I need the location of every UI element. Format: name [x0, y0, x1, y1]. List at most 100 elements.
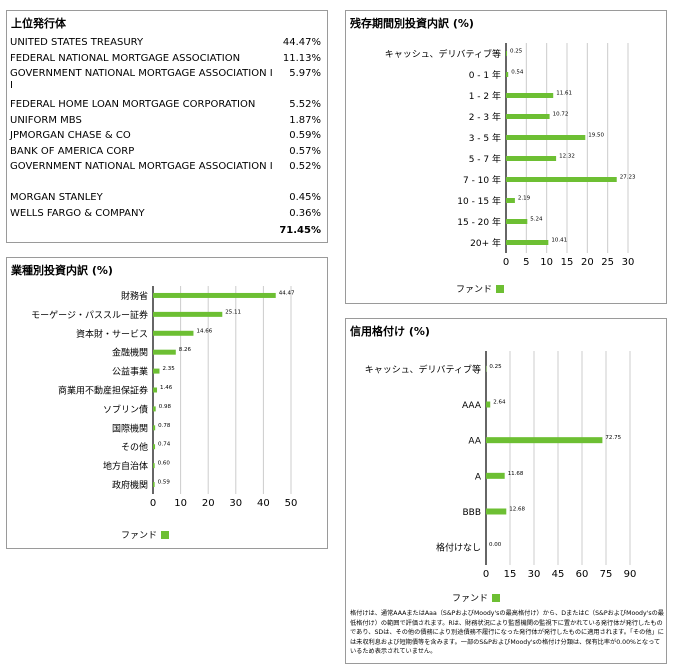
bar [153, 292, 276, 298]
category-label: 3 - 5 年 [469, 132, 501, 144]
category-label: 資本財・サービス [76, 328, 148, 340]
x-tick-label: 75 [600, 569, 613, 580]
maturity-legend-label: ファンド [456, 285, 493, 295]
bar [506, 135, 586, 140]
bar [506, 93, 554, 98]
category-label: 7 - 10 年 [463, 174, 501, 186]
x-tick-label: 20 [581, 257, 594, 268]
bar-value-label: 10.72 [553, 112, 569, 118]
top-issuer-row: UNITED STATES TREASURY 44.47% [10, 37, 321, 49]
bar [506, 198, 515, 203]
category-label: A [475, 472, 482, 482]
sector-chart-title: 業種別投資内訳 (%) [11, 264, 113, 277]
top-issuer-row: BANK OF AMERICA CORP 0.57% [10, 146, 321, 158]
bar [153, 463, 155, 469]
top-issuer-name: MORGAN STANLEY [10, 192, 103, 203]
bar-value-label: 8.26 [179, 347, 192, 353]
bar [486, 437, 603, 444]
bar [153, 368, 160, 374]
bar [506, 177, 617, 182]
bar [486, 401, 491, 408]
x-tick-label: 25 [601, 257, 614, 268]
x-tick-label: 50 [285, 498, 298, 509]
category-label: キャッシュ、デリバティブ等 [365, 363, 481, 375]
top-issuer-name: FEDERAL HOME LOAN MORTGAGE CORPORATION [10, 99, 256, 110]
credit-footnote: 格付けは、通常AAAまたはAaa（S&PおよびMoody'sの最高格付け）から、… [350, 610, 664, 656]
top-issuer-row: GOVERNMENT NATIONAL MORTGAGE ASSOCIATION… [10, 161, 321, 173]
bar [506, 219, 528, 224]
bar-value-label: 0.00 [489, 542, 502, 548]
top-issuer-row: FEDERAL NATIONAL MORTGAGE ASSOCIATION 11.… [10, 53, 321, 65]
bar-value-label: 0.54 [511, 70, 524, 76]
top-issuer-name: JPMORGAN CHASE & CO [10, 130, 131, 141]
category-label: 公益事業 [112, 366, 148, 378]
credit-legend: ファンド [452, 591, 501, 604]
x-tick-label: 20 [202, 498, 215, 509]
top-issuer-value: 11.13% [282, 52, 321, 64]
top-issuer-value: 0.36% [289, 207, 321, 219]
x-tick-label: 10 [540, 257, 553, 268]
x-tick-label: 45 [552, 569, 565, 580]
x-tick-label: 0 [150, 498, 156, 509]
top-issuer-row: WELLS FARGO & COMPANY 0.36% [10, 208, 321, 220]
top-issuer-value: 44.47% [282, 37, 321, 48]
category-label: その他 [121, 441, 148, 453]
top-issuer-value: 0.45% [289, 192, 321, 203]
x-tick-label: 40 [257, 498, 270, 509]
sector-chart: 0 10 20 30 40 50 財務省 44.47 モーゲージ・パススルー証券 25.11 資本財… [31, 286, 298, 509]
category-label: 地方自治体 [103, 460, 148, 472]
top-issuer-value: 5.97% [289, 68, 321, 79]
top-issuer-value: 0.59% [289, 130, 321, 141]
bar [153, 406, 156, 412]
bar-value-label: 2.35 [162, 366, 175, 372]
category-label: 15 - 20 年 [457, 216, 501, 228]
category-label: 5 - 7 年 [469, 153, 501, 165]
bar-value-label: 0.78 [158, 423, 171, 429]
bar-value-label: 2.19 [518, 196, 531, 202]
sector-panel: 業種別投資内訳 (%) 0 10 20 30 40 50 財務省 44.47 モーゲージ・パスス… [6, 257, 328, 549]
top-issuer-name: UNIFORM MBS [10, 114, 82, 126]
top-issuer-value: 5.52% [289, 99, 321, 110]
credit-chart-title: 信用格付け (%) [350, 325, 430, 338]
bar [153, 482, 155, 488]
maturity-chart: 0 5 10 15 20 25 30 キャッシュ、デリバティブ等 0.25 0 - 1 年 0.54… [385, 43, 636, 268]
category-label: 格付けなし [436, 542, 481, 554]
bar-value-label: 72.75 [605, 435, 621, 441]
sector-legend-label: ファンド [121, 531, 158, 541]
bar-value-label: 0.74 [158, 442, 171, 448]
bar-value-label: 10.41 [551, 238, 567, 244]
x-tick-label: 60 [576, 569, 589, 580]
top-issuer-value: 0.57% [289, 145, 321, 157]
bar [506, 72, 509, 77]
bar [506, 114, 550, 119]
top-issuer-value: 0.52% [289, 161, 321, 172]
credit-legend-swatch [492, 594, 501, 602]
bar-value-label: 12.68 [509, 507, 525, 513]
bar-value-label: 2.64 [493, 400, 506, 406]
x-tick-label: 30 [622, 257, 635, 268]
bar-value-label: 11.61 [556, 91, 572, 97]
x-tick-label: 15 [561, 257, 574, 268]
category-label: ソブリン債 [103, 403, 148, 415]
bar-value-label: 19.50 [588, 133, 604, 139]
category-label: 10 - 15 年 [457, 195, 501, 207]
bar [506, 240, 549, 245]
credit-legend-label: ファンド [452, 594, 489, 604]
bar [486, 472, 505, 479]
top-issuer-name: GOVERNMENT NATIONAL MORTGAGE ASSOCIATION… [10, 68, 273, 91]
category-label: 0 - 1 年 [469, 69, 501, 81]
bar-value-label: 14.66 [196, 328, 212, 334]
category-label: モーゲージ・パススルー証券 [31, 309, 148, 321]
category-label: 2 - 3 年 [469, 111, 501, 123]
bar-value-label: 12.32 [559, 154, 575, 160]
bar [153, 425, 156, 431]
top-issuers-panel: 上位発行体 UNITED STATES TREASURY 44.47% FEDERA… [6, 10, 328, 243]
bar-value-label: 0.60 [158, 461, 171, 467]
bar-value-label: 25.11 [225, 309, 241, 315]
category-label: 国際機関 [112, 422, 148, 434]
bar [486, 508, 507, 515]
bar [153, 311, 223, 317]
top-issuers-total: 71.45% [279, 225, 321, 236]
maturity-legend: ファンド [456, 282, 505, 295]
top-issuer-name: BANK OF AMERICA CORP [10, 145, 135, 157]
